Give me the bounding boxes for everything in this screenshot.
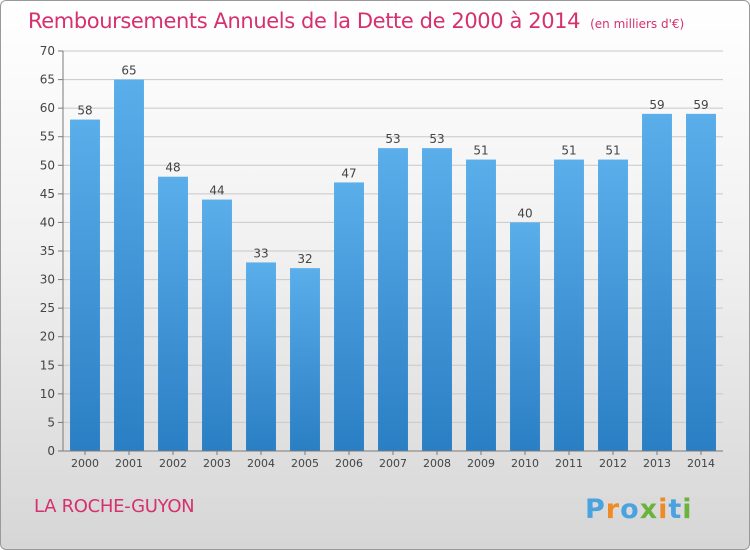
y-tick-label: 10 [40, 387, 55, 401]
bar-2002 [158, 176, 188, 451]
bar-2014 [686, 113, 716, 451]
bar-2009 [466, 159, 496, 452]
y-tick-label: 70 [40, 44, 55, 58]
data-label: 53 [385, 132, 400, 146]
y-tick-label: 40 [40, 215, 55, 229]
x-tick-label: 2001 [115, 457, 143, 470]
bar-2012 [598, 159, 628, 452]
data-label: 47 [341, 166, 356, 180]
bar-2003 [202, 199, 232, 451]
data-label: 40 [517, 206, 532, 220]
data-label: 53 [429, 132, 444, 146]
data-label: 48 [165, 161, 180, 175]
y-tick-label: 35 [40, 244, 55, 258]
data-label: 51 [605, 144, 620, 158]
bar-2000 [70, 119, 100, 452]
x-tick-label: 2003 [203, 457, 231, 470]
bar-2013 [642, 113, 672, 451]
data-label: 51 [561, 144, 576, 158]
data-label: 51 [473, 144, 488, 158]
y-tick-label: 20 [40, 330, 55, 344]
x-tick-label: 2000 [71, 457, 99, 470]
y-tick-label: 30 [40, 273, 55, 287]
y-tick-label: 15 [40, 358, 55, 372]
x-tick-label: 2002 [159, 457, 187, 470]
y-tick-label: 50 [40, 158, 55, 172]
bar-2006 [334, 182, 364, 451]
y-tick-label: 55 [40, 130, 55, 144]
bar-2005 [290, 268, 320, 451]
x-tick-label: 2007 [379, 457, 407, 470]
x-tick-label: 2009 [467, 457, 495, 470]
x-tick-label: 2013 [643, 457, 671, 470]
axes [58, 50, 723, 455]
y-tick-label: 45 [40, 187, 55, 201]
bar-2011 [554, 159, 584, 452]
x-tick-label: 2011 [555, 457, 583, 470]
data-label: 65 [121, 64, 136, 78]
data-label: 59 [649, 98, 664, 112]
data-label: 58 [77, 104, 92, 118]
bar-2001 [114, 79, 144, 452]
chart-title: Remboursements Annuels de la Dette de 20… [28, 9, 684, 33]
data-label: 44 [209, 184, 224, 198]
x-tick-label: 2004 [247, 457, 275, 470]
bar-2010 [510, 222, 540, 451]
x-tick-label: 2005 [291, 457, 319, 470]
chart-title-text: Remboursements Annuels de la Dette de 20… [28, 9, 581, 33]
bar-2007 [378, 148, 408, 451]
y-tick-label: 0 [47, 444, 55, 458]
bar-2008 [422, 148, 452, 451]
y-tick-label: 25 [40, 301, 55, 315]
chart-unit: (en milliers d'€) [590, 17, 685, 31]
x-tick-label: 2014 [687, 457, 715, 470]
proxiti-logo: Proxiti [585, 494, 693, 525]
commune-name: LA ROCHE-GUYON [34, 496, 195, 517]
bars [70, 79, 716, 452]
x-tick-label: 2012 [599, 457, 627, 470]
data-label: 32 [297, 252, 312, 266]
bar-2004 [246, 262, 276, 451]
y-tick-label: 60 [40, 101, 55, 115]
labels: 0 5 10 15 20 25 30 35 40 45 50 55 60 65 70 58 2000 65 2001… [40, 44, 715, 470]
x-tick-label: 2010 [511, 457, 539, 470]
data-label: 33 [253, 246, 268, 260]
y-tick-label: 65 [40, 73, 55, 87]
x-tick-label: 2006 [335, 457, 363, 470]
y-tick-label: 5 [47, 415, 55, 429]
data-label: 59 [693, 98, 708, 112]
svg-text:Proxiti: Proxiti [585, 494, 693, 525]
x-tick-label: 2008 [423, 457, 451, 470]
